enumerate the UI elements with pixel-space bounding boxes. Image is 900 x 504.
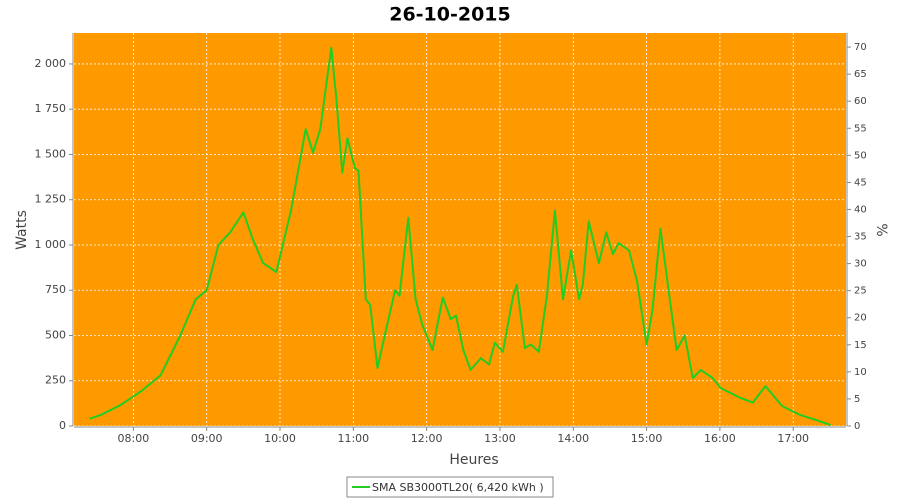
y2-tick-label: 55: [854, 123, 867, 134]
x-tick-label: 17:00: [777, 432, 809, 445]
y2-tick-label: 65: [854, 69, 867, 80]
x-tick-label: 10:00: [264, 432, 296, 445]
y2-tick-label: 50: [854, 150, 867, 161]
x-tick-label: 14:00: [557, 432, 589, 445]
x-tick-label: 13:00: [484, 432, 516, 445]
x-tick-label: 16:00: [704, 432, 736, 445]
y2-tick-label: 30: [854, 259, 867, 270]
y-axis-label: Watts: [14, 210, 30, 250]
y-tick-label: 750: [45, 283, 66, 296]
plot-area: [74, 33, 846, 426]
x-tick-label: 08:00: [118, 432, 150, 445]
y2-tick-label: 45: [854, 177, 867, 188]
y2-tick-label: 0: [854, 421, 860, 432]
y2-axis-label: %: [873, 223, 889, 236]
y-tick-label: 0: [59, 419, 66, 432]
y2-tick-label: 60: [854, 96, 867, 107]
y2-tick-label: 40: [854, 204, 867, 215]
y2-tick-label: 10: [854, 367, 867, 378]
y2-tick-label: 70: [854, 42, 867, 53]
y-tick-label: 1 000: [35, 238, 67, 251]
x-tick-label: 12:00: [411, 432, 443, 445]
x-axis-label: Heures: [449, 452, 498, 468]
y-tick-label: 1 500: [35, 147, 67, 160]
y-tick-label: 1 250: [35, 193, 67, 206]
y-tick-label: 1 750: [35, 102, 67, 115]
series-line: [89, 46, 831, 427]
y2-tick-label: 35: [854, 232, 867, 243]
y2-tick-label: 15: [854, 340, 867, 351]
y2-tick-label: 20: [854, 313, 867, 324]
x-tick-label: 11:00: [337, 432, 369, 445]
x-tick-label: 09:00: [191, 432, 223, 445]
y-tick-label: 500: [45, 328, 66, 341]
y2-tick-label: 25: [854, 286, 867, 297]
legend-box: [346, 476, 554, 498]
y2-tick-label: 5: [854, 394, 860, 405]
legend-label: SMA SB3000TL20( 6,420 kWh ): [372, 481, 544, 494]
y-tick-label: 2 000: [35, 57, 67, 70]
chart-title: 26-10-2015: [389, 4, 511, 26]
y-tick-label: 250: [45, 374, 66, 387]
x-tick-label: 15:00: [631, 432, 663, 445]
